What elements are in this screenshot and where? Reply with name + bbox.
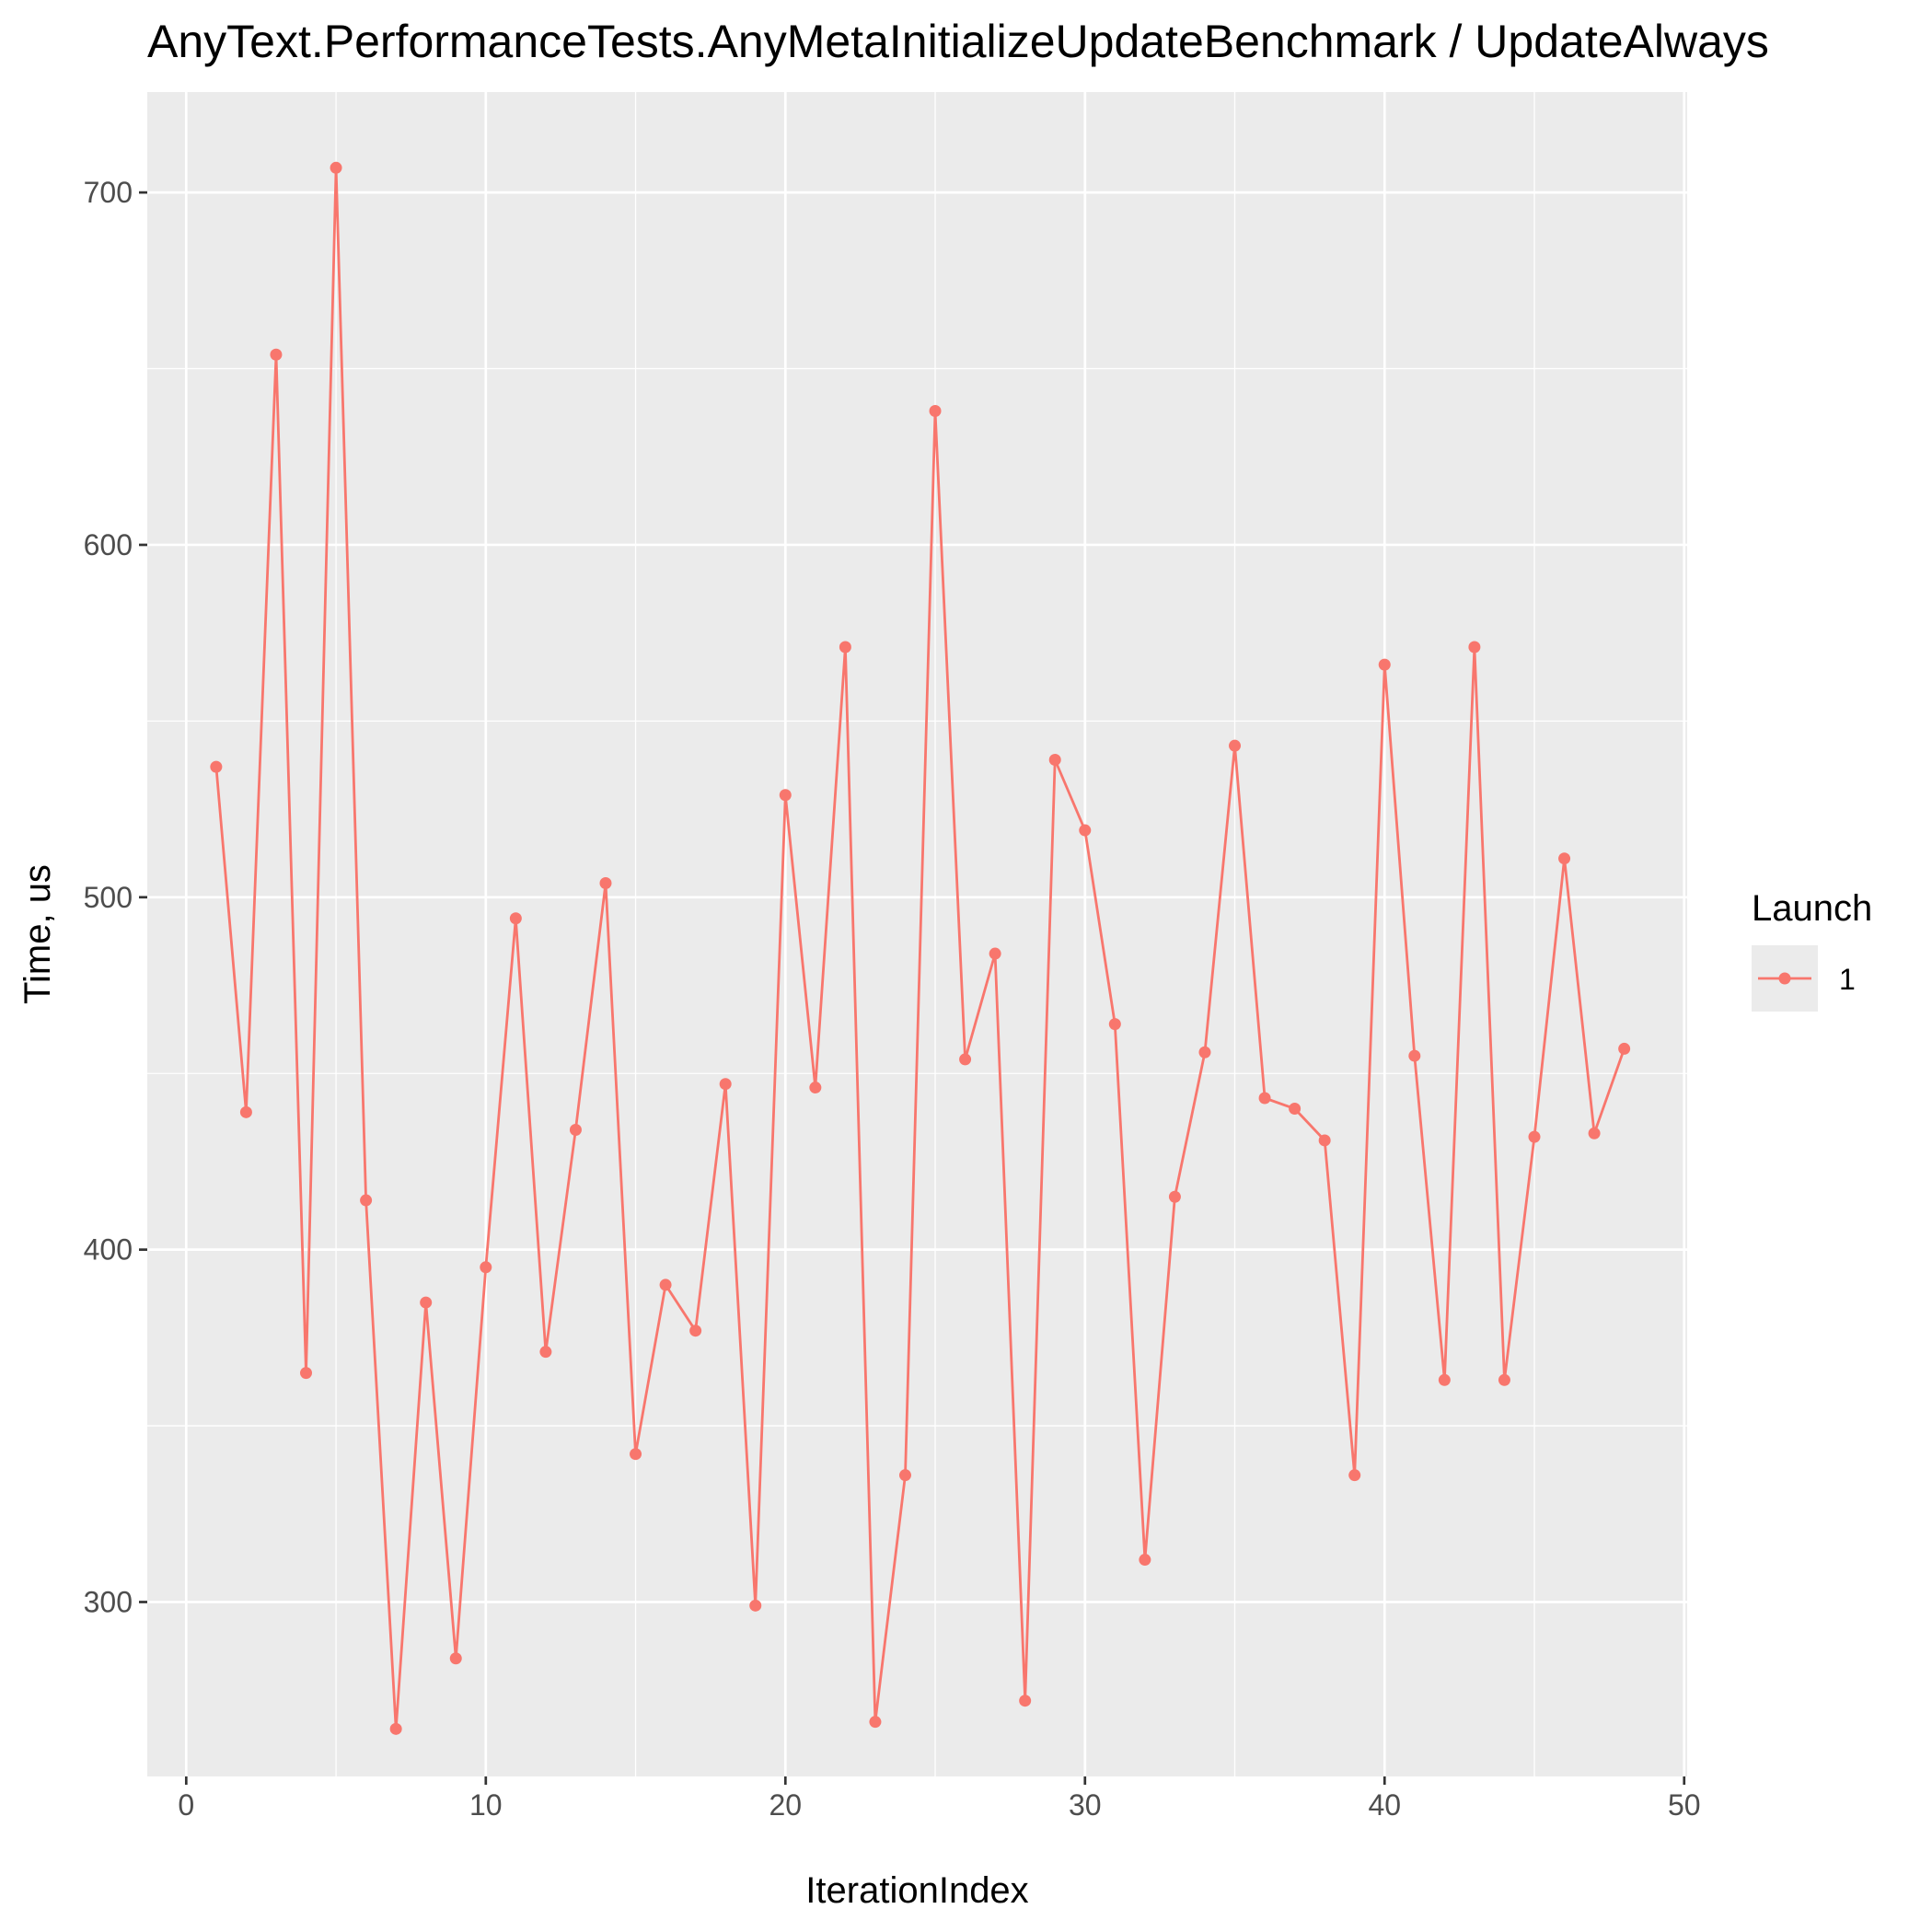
- data-point: [869, 1716, 882, 1729]
- data-point: [599, 876, 612, 889]
- data-point: [1558, 852, 1571, 865]
- data-point: [300, 1367, 313, 1380]
- data-point: [449, 1652, 462, 1665]
- data-point: [1438, 1373, 1451, 1386]
- data-point: [1258, 1092, 1271, 1105]
- data-point: [659, 1278, 672, 1291]
- data-point: [1019, 1695, 1032, 1707]
- series-layer: [210, 161, 1631, 1735]
- data-point: [1229, 739, 1242, 752]
- legend: Launch 1: [1752, 888, 1872, 1012]
- data-point: [239, 1105, 252, 1118]
- data-point: [959, 1053, 972, 1066]
- data-point: [1348, 1469, 1361, 1482]
- x-tick-label: 20: [769, 1788, 802, 1822]
- data-point: [539, 1346, 552, 1359]
- data-point: [1108, 1018, 1121, 1031]
- data-point: [1498, 1373, 1510, 1386]
- data-point: [1289, 1103, 1301, 1116]
- data-point: [1378, 658, 1391, 671]
- x-tick-label: 50: [1668, 1788, 1701, 1822]
- data-point: [330, 161, 342, 174]
- data-point: [1468, 641, 1481, 654]
- x-tick-label: 30: [1069, 1788, 1102, 1822]
- y-tick-label: 300: [84, 1585, 133, 1618]
- data-point: [1079, 824, 1092, 837]
- data-point: [749, 1599, 762, 1612]
- y-tick-label: 700: [84, 176, 133, 209]
- data-point: [1198, 1046, 1211, 1059]
- y-tick-label: 400: [84, 1233, 133, 1267]
- grid-major: [147, 92, 1687, 1776]
- x-tick-label: 10: [469, 1788, 503, 1822]
- data-point: [1048, 753, 1061, 766]
- data-point: [1588, 1127, 1601, 1140]
- legend-label: 1: [1839, 963, 1856, 996]
- data-point: [719, 1078, 732, 1091]
- data-point: [1618, 1042, 1631, 1055]
- data-point: [630, 1448, 642, 1461]
- legend-key-point: [1778, 972, 1791, 985]
- y-axis-title: Time, us: [17, 864, 58, 1004]
- data-point: [1408, 1049, 1421, 1062]
- data-point: [360, 1194, 373, 1207]
- y-axis: 300 400 500 600 700: [84, 176, 147, 1618]
- data-point: [569, 1123, 582, 1136]
- x-axis: 0 10 20 30 40 50: [178, 1776, 1701, 1822]
- data-point: [270, 348, 283, 361]
- data-point: [839, 641, 851, 654]
- data-point: [1168, 1190, 1181, 1203]
- data-point: [480, 1261, 492, 1274]
- data-point: [1528, 1130, 1541, 1143]
- data-point: [420, 1296, 433, 1309]
- plot-panel: [147, 92, 1687, 1776]
- data-point: [989, 947, 1001, 960]
- data-point: [689, 1325, 702, 1337]
- x-axis-title: IterationIndex: [805, 1870, 1028, 1911]
- data-point: [1318, 1134, 1331, 1147]
- data-point: [929, 404, 942, 417]
- data-point: [779, 789, 792, 802]
- x-tick-label: 0: [178, 1788, 194, 1822]
- data-point: [210, 760, 223, 773]
- x-tick-label: 40: [1368, 1788, 1401, 1822]
- data-point: [509, 912, 522, 925]
- series-line: [214, 166, 1625, 1730]
- chart-title: AnyText.PerformanceTests.AnyMetaInitiali…: [147, 16, 1769, 67]
- legend-title: Launch: [1752, 888, 1872, 929]
- data-point: [389, 1722, 402, 1735]
- grid-minor: [147, 92, 1687, 1779]
- y-tick-label: 500: [84, 881, 133, 914]
- data-point: [898, 1469, 911, 1482]
- y-tick-label: 600: [84, 528, 133, 561]
- data-point: [809, 1082, 822, 1094]
- data-point: [1139, 1554, 1151, 1567]
